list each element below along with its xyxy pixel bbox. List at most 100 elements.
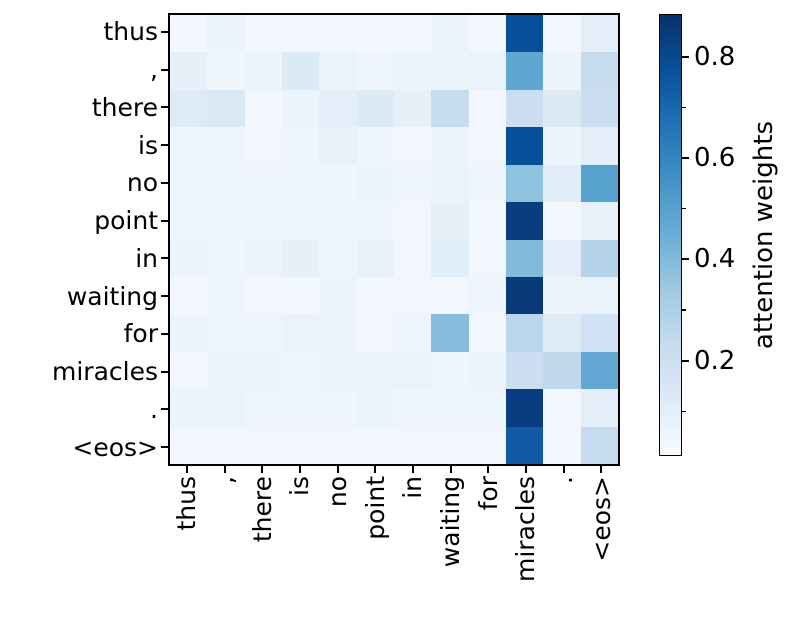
heatmap-cell — [281, 89, 320, 128]
heatmap-cell — [505, 351, 544, 390]
heatmap-cell — [207, 52, 245, 90]
heatmap-cell — [468, 164, 506, 203]
heatmap-cell — [244, 52, 282, 90]
heatmap-cell — [580, 276, 618, 315]
colorbar-tick-label: 0.8 — [694, 41, 736, 72]
heatmap-cell — [170, 351, 208, 390]
heatmap-cell — [505, 52, 544, 90]
heatmap-cell — [468, 127, 506, 165]
heatmap-cell — [543, 202, 581, 240]
y-tick-label: no — [126, 168, 158, 198]
heatmap-cell — [319, 89, 357, 128]
heatmap-cell — [393, 52, 432, 90]
y-tick-label: thus — [103, 17, 158, 47]
heatmap-cell — [281, 239, 320, 277]
colorbar-major-tick — [682, 359, 689, 362]
heatmap-cell — [170, 52, 208, 90]
heatmap-cell — [393, 15, 432, 53]
heatmap-cell — [356, 389, 394, 427]
heatmap-cell — [207, 164, 245, 203]
colorbar-minor-tick — [682, 309, 686, 311]
heatmap-cell — [319, 15, 357, 53]
x-axis-tick — [487, 466, 490, 473]
x-axis-tick — [449, 466, 452, 473]
heatmap-cell — [468, 426, 506, 464]
heatmap-cell — [319, 276, 357, 315]
heatmap-cell — [580, 314, 618, 352]
x-tick-label: <eos> — [582, 476, 620, 626]
colorbar-tick-label: 0.6 — [694, 143, 736, 173]
heatmap-cell — [170, 276, 208, 315]
heatmap-cell — [281, 314, 320, 352]
heatmap-cell — [580, 15, 618, 53]
heatmap-cell — [580, 127, 618, 165]
heatmap-cell — [543, 52, 581, 90]
heatmap-cell — [281, 276, 320, 315]
heatmap-cell — [356, 89, 394, 128]
heatmap-cell — [207, 127, 245, 165]
x-tick-label: there — [243, 476, 281, 626]
heatmap-cell — [207, 15, 245, 53]
heatmap-cell — [244, 314, 282, 352]
heatmap-cell — [393, 164, 432, 203]
heatmap-cell — [580, 239, 618, 277]
heatmap-cell — [170, 89, 208, 128]
colorbar-axis-label-text: attention weights — [749, 120, 779, 350]
heatmap-cell — [207, 389, 245, 427]
x-tick-label: for — [469, 476, 507, 626]
y-axis-tick — [161, 370, 168, 373]
heatmap-cell — [505, 15, 544, 53]
heatmap-cell — [393, 202, 432, 240]
heatmap-cell — [244, 164, 282, 203]
heatmap-cell — [170, 127, 208, 165]
heatmap-cell — [505, 89, 544, 128]
heatmap-cell — [468, 314, 506, 352]
heatmap-cell — [543, 164, 581, 203]
x-axis-tick — [524, 466, 527, 473]
colorbar-minor-tick — [682, 207, 686, 210]
heatmap-cell — [543, 239, 581, 277]
heatmap-cell — [393, 276, 432, 315]
heatmap-cell — [431, 89, 469, 128]
heatmap-cell — [356, 351, 394, 390]
x-axis-tick — [298, 466, 301, 473]
heatmap-cell — [468, 389, 506, 427]
heatmap-cell — [281, 127, 320, 165]
x-tick-label: . — [545, 476, 583, 626]
heatmap-cell — [543, 389, 581, 427]
heatmap-cell — [170, 314, 208, 352]
heatmap-cell — [431, 389, 469, 427]
colorbar-major-tick — [682, 55, 689, 58]
x-tick-label: waiting — [432, 476, 470, 626]
heatmap-cell — [431, 239, 469, 277]
heatmap-cell — [505, 202, 544, 240]
x-axis-tick — [336, 466, 339, 473]
y-axis-tick — [161, 30, 168, 33]
y-tick-label: is — [138, 130, 158, 160]
x-tick-label-text: in — [398, 476, 428, 499]
y-axis-tick — [161, 446, 168, 449]
heatmap-cell — [543, 351, 581, 390]
heatmap-cell — [244, 351, 282, 390]
heatmap-cell — [356, 202, 394, 240]
heatmap-cell — [580, 52, 618, 90]
heatmap-cell — [319, 351, 357, 390]
heatmap-cell — [580, 351, 618, 390]
x-tick-label: , — [206, 476, 244, 626]
heatmap-cell — [356, 164, 394, 203]
heatmap-cell — [431, 202, 469, 240]
x-tick-label-text: thus — [172, 476, 202, 531]
heatmap-cell — [393, 127, 432, 165]
heatmap-cell — [319, 314, 357, 352]
heatmap-cell — [170, 164, 208, 203]
heatmap-cell — [431, 127, 469, 165]
heatmap-cell — [468, 351, 506, 390]
heatmap-cell — [356, 127, 394, 165]
heatmap-cell — [393, 351, 432, 390]
heatmap-cell — [505, 426, 544, 464]
heatmap-cell — [580, 164, 618, 203]
y-tick-label: point — [94, 206, 158, 236]
heatmap-cell — [393, 389, 432, 427]
heatmap-cell — [207, 276, 245, 315]
x-tick-label-text: no — [323, 476, 353, 508]
